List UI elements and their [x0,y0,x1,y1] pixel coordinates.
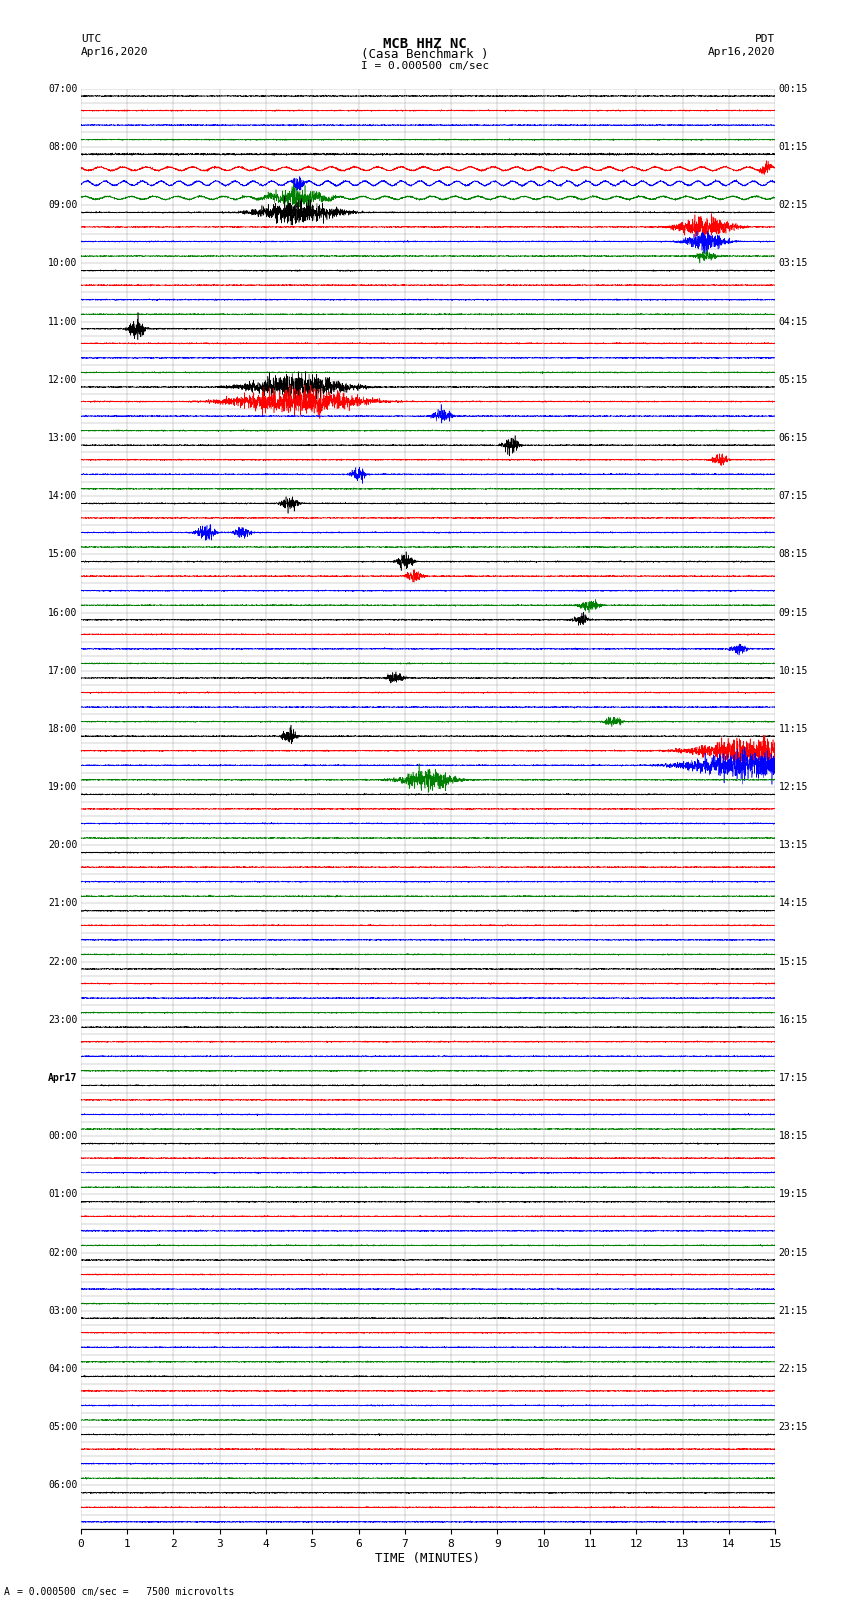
Text: 17:00: 17:00 [48,666,77,676]
Text: 16:15: 16:15 [779,1015,808,1024]
X-axis label: TIME (MINUTES): TIME (MINUTES) [376,1552,480,1565]
Text: 20:15: 20:15 [779,1248,808,1258]
Text: Apr16,2020: Apr16,2020 [708,47,775,56]
Text: 21:15: 21:15 [779,1307,808,1316]
Text: 08:00: 08:00 [48,142,77,152]
Text: 19:00: 19:00 [48,782,77,792]
Text: 03:00: 03:00 [48,1307,77,1316]
Text: 21:00: 21:00 [48,898,77,908]
Text: 00:00: 00:00 [48,1131,77,1142]
Text: Apr16,2020: Apr16,2020 [81,47,148,56]
Text: 22:15: 22:15 [779,1365,808,1374]
Text: 13:15: 13:15 [779,840,808,850]
Text: 18:00: 18:00 [48,724,77,734]
Text: 09:00: 09:00 [48,200,77,210]
Text: (Casa Benchmark ): (Casa Benchmark ) [361,48,489,61]
Text: MCB HHZ NC: MCB HHZ NC [383,37,467,52]
Text: 07:15: 07:15 [779,490,808,502]
Text: 02:00: 02:00 [48,1248,77,1258]
Text: UTC: UTC [81,34,101,44]
Text: 22:00: 22:00 [48,957,77,966]
Text: 14:15: 14:15 [779,898,808,908]
Text: 20:00: 20:00 [48,840,77,850]
Text: 18:15: 18:15 [779,1131,808,1142]
Text: 19:15: 19:15 [779,1189,808,1200]
Text: 16:00: 16:00 [48,608,77,618]
Text: 01:15: 01:15 [779,142,808,152]
Text: 10:15: 10:15 [779,666,808,676]
Text: 17:15: 17:15 [779,1073,808,1082]
Text: 11:15: 11:15 [779,724,808,734]
Text: 23:15: 23:15 [779,1423,808,1432]
Text: 08:15: 08:15 [779,550,808,560]
Text: 23:00: 23:00 [48,1015,77,1024]
Text: A: A [4,1587,10,1597]
Text: 10:00: 10:00 [48,258,77,268]
Text: 02:15: 02:15 [779,200,808,210]
Text: 06:15: 06:15 [779,432,808,444]
Text: 04:00: 04:00 [48,1365,77,1374]
Text: 14:00: 14:00 [48,490,77,502]
Text: 07:00: 07:00 [48,84,77,94]
Text: 15:15: 15:15 [779,957,808,966]
Text: I = 0.000500 cm/sec: I = 0.000500 cm/sec [361,61,489,71]
Text: 13:00: 13:00 [48,432,77,444]
Text: 03:15: 03:15 [779,258,808,268]
Text: 06:00: 06:00 [48,1481,77,1490]
Text: 12:15: 12:15 [779,782,808,792]
Text: 09:15: 09:15 [779,608,808,618]
Text: = 0.000500 cm/sec =   7500 microvolts: = 0.000500 cm/sec = 7500 microvolts [17,1587,235,1597]
Text: 11:00: 11:00 [48,316,77,326]
Text: 05:15: 05:15 [779,374,808,386]
Text: PDT: PDT [755,34,775,44]
Text: 01:00: 01:00 [48,1189,77,1200]
Text: 04:15: 04:15 [779,316,808,326]
Text: Apr17: Apr17 [48,1073,77,1082]
Text: 00:15: 00:15 [779,84,808,94]
Text: 12:00: 12:00 [48,374,77,386]
Text: 15:00: 15:00 [48,550,77,560]
Text: 05:00: 05:00 [48,1423,77,1432]
